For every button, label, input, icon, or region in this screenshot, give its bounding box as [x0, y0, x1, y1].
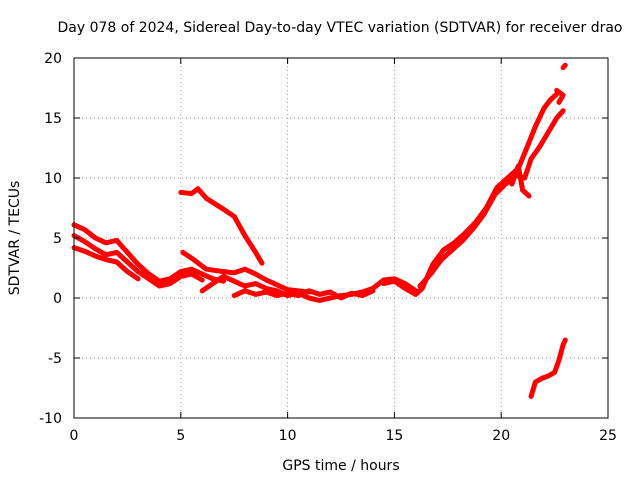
y-tick-label: 0: [53, 291, 62, 307]
series-track-e: [180, 249, 312, 295]
series-track-i: [417, 108, 566, 289]
x-tick-label: 15: [385, 428, 403, 444]
series-track-h: [381, 91, 560, 297]
x-tick-label: 0: [70, 428, 79, 444]
y-tick-label: -10: [39, 411, 62, 427]
y-axis-label: SDTVAR / TECUs: [7, 181, 23, 296]
x-tick-label: 5: [176, 428, 185, 444]
series-track-m: [528, 337, 568, 399]
series-track-f: [199, 273, 419, 303]
series-track-k: [554, 87, 566, 105]
series-track-a: [71, 222, 226, 284]
series-track-c: [71, 245, 141, 282]
series-track-g: [231, 288, 376, 301]
series-track-j: [509, 163, 532, 199]
x-tick-label: 25: [599, 428, 617, 444]
x-tick-label: 20: [492, 428, 510, 444]
y-tick-label: -5: [48, 351, 62, 367]
grid: [74, 58, 608, 418]
series-track-d: [178, 186, 265, 266]
y-tick-label: 20: [44, 51, 62, 67]
series-layer: [71, 62, 568, 399]
y-tick-label: 10: [44, 171, 62, 187]
series-track-l: [560, 62, 568, 71]
series-track-b: [71, 233, 205, 289]
chart-title: Day 078 of 2024, Sidereal Day-to-day VTE…: [57, 20, 622, 36]
y-tick-label: 5: [53, 231, 62, 247]
ticks: 0 5 10 15 20 25 -10 -5 0 5 10 15 20: [39, 51, 617, 444]
y-tick-label: 15: [44, 111, 62, 127]
x-tick-label: 10: [279, 428, 297, 444]
x-axis-label: GPS time / hours: [282, 458, 399, 474]
